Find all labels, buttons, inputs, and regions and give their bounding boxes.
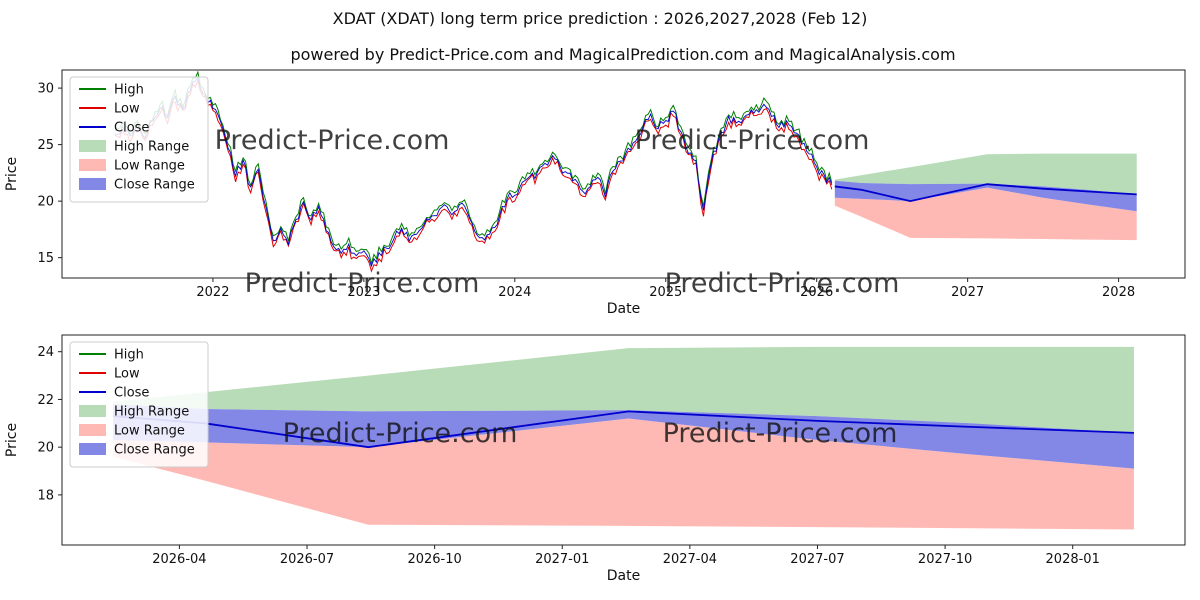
y-tick-label: 18 — [37, 488, 54, 503]
x-tick-label: 2026-04 — [152, 552, 206, 567]
x-tick-label: 2027 — [951, 285, 984, 300]
watermark-text: Predict-Price.com — [663, 418, 898, 449]
legend-item-high-range: High Range — [79, 405, 189, 420]
legend-patch-swatch — [79, 159, 106, 171]
x-tick-label: 2027-07 — [790, 552, 844, 567]
high-range-band — [834, 153, 1137, 195]
x-tick-label: 2028-01 — [1046, 552, 1100, 567]
legend-item-close-range: Close Range — [79, 443, 195, 458]
legend-patch-swatch — [79, 405, 106, 417]
watermark-text: Predict-Price.com — [635, 125, 870, 156]
legend-item-label: Close — [114, 386, 149, 401]
watermark-text: Predict-Price.com — [665, 268, 900, 299]
history-high-line — [114, 70, 833, 266]
legend-item-low: Low — [79, 102, 140, 117]
legend-patch-swatch — [79, 178, 106, 190]
legend-item-label: Low Range — [114, 424, 185, 439]
legend-item-label: Low Range — [114, 159, 185, 174]
legend: High Low Close High Range Low Range Close Ran… — [69, 341, 209, 468]
legend-item-high: High — [79, 348, 144, 363]
yaxis-label: Price — [4, 423, 20, 457]
watermark-text: Predict-Price.com — [215, 125, 450, 156]
y-tick-label: 20 — [37, 441, 54, 456]
bottom-chart: 2026-04 2026-07 2026-10 2027-01 2027-04 2027-… — [4, 334, 1186, 584]
y-tick-label: 30 — [37, 82, 54, 97]
prediction-close-line — [834, 183, 1137, 203]
x-tick-label: 2027-04 — [663, 552, 717, 567]
legend-item-close: Close — [79, 121, 149, 136]
history-close-line — [114, 76, 833, 268]
legend-item-label: Low — [114, 102, 140, 117]
legend: High Low Close High Range Low Range Close Ran… — [69, 76, 209, 203]
y-tick-label: 25 — [37, 138, 54, 153]
charts-container: 2022 2023 2024 2025 2026 2027 202815202530Date… — [4, 69, 1186, 584]
legend-item-label: High Range — [114, 140, 189, 155]
x-tick-label: 2024 — [498, 285, 531, 300]
figure-title: XDAT (XDAT) long term price prediction :… — [333, 9, 868, 28]
legend-patch-swatch — [79, 140, 106, 152]
watermark-text: Predict-Price.com — [245, 268, 480, 299]
close-range-band — [834, 180, 1137, 212]
legend-patch-swatch — [79, 424, 106, 436]
x-tick-label: 2023 — [347, 285, 380, 300]
legend-item-low-range: Low Range — [79, 159, 185, 174]
plot-frame — [61, 334, 1186, 546]
legend-item-label: Close Range — [114, 178, 195, 193]
low-range-band — [834, 187, 1137, 241]
y-tick-label: 20 — [37, 195, 54, 210]
legend-item-label: High — [114, 83, 144, 98]
plot-content — [112, 346, 1134, 530]
xaxis-label: Date — [607, 301, 640, 317]
legend-item-label: High Range — [114, 405, 189, 420]
x-tick-label: 2027-10 — [918, 552, 972, 567]
x-tick-label: 2026-07 — [280, 552, 334, 567]
x-tick-label: 2027-01 — [535, 552, 589, 567]
y-tick-label: 15 — [37, 251, 54, 266]
figure-subtitle: powered by Predict-Price.com and Magical… — [290, 45, 955, 64]
legend-item-label: Low — [114, 367, 140, 382]
watermark-text: Predict-Price.com — [283, 418, 518, 449]
legend-item-high: High — [79, 83, 144, 98]
legend-item-low: Low — [79, 367, 140, 382]
plot-content — [114, 70, 1137, 273]
legend-item-close: Close — [79, 386, 149, 401]
y-tick-label: 24 — [37, 345, 54, 360]
legend-item-low-range: Low Range — [79, 424, 185, 439]
x-tick-label: 2026-10 — [407, 552, 461, 567]
yaxis-label: Price — [4, 157, 20, 191]
history-low-line — [114, 79, 833, 273]
plot-frame — [61, 69, 1186, 279]
x-tick-label: 2028 — [1102, 285, 1135, 300]
top-chart: 2022 2023 2024 2025 2026 2027 202815202530Date… — [4, 69, 1186, 317]
xaxis-label: Date — [607, 568, 640, 584]
legend-item-close-range: Close Range — [79, 178, 195, 193]
close-range-band — [113, 404, 1134, 469]
legend-item-label: Close — [114, 121, 149, 136]
low-range-band — [113, 418, 1134, 530]
x-tick-label: 2022 — [196, 285, 229, 300]
legend-patch-swatch — [79, 443, 106, 455]
legend-item-label: Close Range — [114, 443, 195, 458]
legend-item-label: High — [114, 348, 144, 363]
x-tick-label: 2025 — [649, 285, 682, 300]
y-tick-label: 22 — [37, 393, 54, 408]
high-range-band — [113, 346, 1134, 433]
x-tick-label: 2026 — [800, 285, 833, 300]
legend-item-high-range: High Range — [79, 140, 189, 155]
